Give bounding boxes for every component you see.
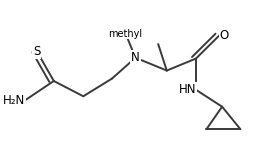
Text: O: O [219, 29, 229, 42]
Text: S: S [33, 45, 40, 58]
Text: H₂N: H₂N [3, 94, 25, 107]
Text: HN: HN [178, 83, 196, 96]
Text: N: N [131, 51, 140, 64]
Text: methyl: methyl [109, 29, 143, 39]
